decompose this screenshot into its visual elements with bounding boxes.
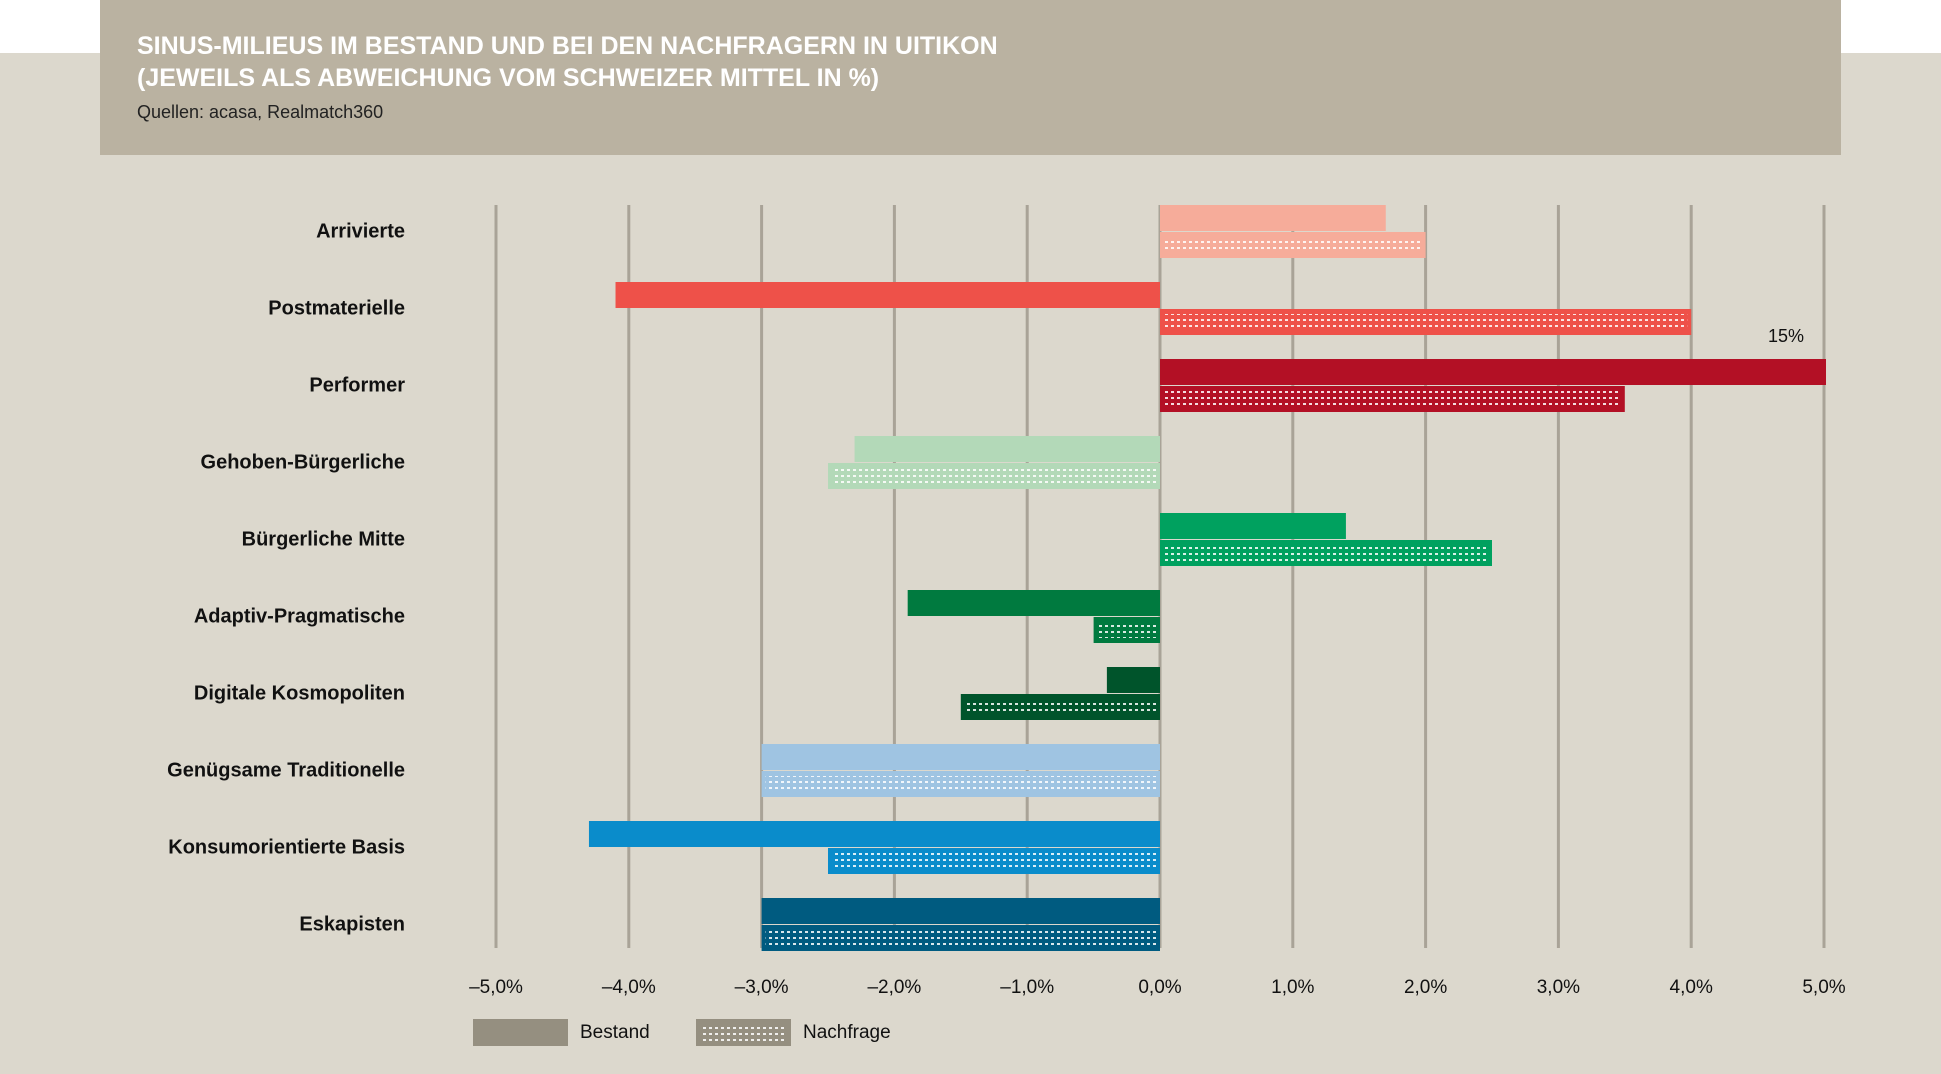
bar-pattern [964, 699, 1156, 715]
bar-pattern [1164, 314, 1688, 330]
bar-pattern [765, 776, 1156, 792]
x-tick-label: –5,0% [469, 977, 523, 998]
bar-pattern [832, 468, 1156, 484]
bar [1106, 667, 1160, 693]
bars [588, 205, 1826, 951]
bar-pattern [765, 930, 1156, 946]
x-tick-label: 0,0% [1138, 977, 1181, 998]
value-label: 15% [1768, 326, 1804, 346]
x-tick-label: –4,0% [602, 977, 656, 998]
bar-pattern [1164, 237, 1422, 253]
bar [1160, 205, 1386, 231]
bar-pattern [1164, 391, 1621, 407]
legend-swatch [473, 1019, 568, 1046]
bar-pattern [1164, 545, 1488, 561]
chart-title: SINUS-MILIEUS IM BESTAND UND BEI DEN NAC… [137, 32, 998, 60]
bar-pattern [832, 853, 1156, 869]
legend-label: Nachfrage [803, 1022, 891, 1043]
legend-pattern [700, 1024, 787, 1041]
bar [1160, 359, 1826, 385]
y-tick-label: Gehoben-Bürgerliche [201, 451, 405, 473]
chart-subtitle: Quellen: acasa, Realmatch360 [137, 102, 383, 122]
header-box [100, 0, 1841, 155]
x-tick-label: –1,0% [1000, 977, 1054, 998]
x-tick-label: –3,0% [735, 977, 789, 998]
x-tick-label: 5,0% [1802, 977, 1845, 998]
x-tick-label: 2,0% [1404, 977, 1447, 998]
x-tick-label: 3,0% [1537, 977, 1580, 998]
bar [761, 744, 1160, 770]
y-tick-label: Bürgerliche Mitte [242, 528, 405, 550]
bar [615, 282, 1160, 308]
bar-pattern [1097, 622, 1156, 638]
y-tick-label: Genügsame Traditionelle [167, 759, 405, 781]
y-tick-label: Postmaterielle [268, 297, 405, 319]
bar [1160, 513, 1346, 539]
chart-title: (JEWEILS ALS ABWEICHUNG VOM SCHWEIZER MI… [137, 64, 879, 92]
y-tick-label: Performer [309, 374, 405, 396]
y-tick-label: Eskapisten [299, 913, 405, 935]
bar [854, 436, 1160, 462]
x-tick-label: 1,0% [1271, 977, 1314, 998]
y-tick-label: Arrivierte [316, 220, 405, 242]
legend-label: Bestand [580, 1022, 650, 1043]
y-tick-label: Adaptiv-Pragmatische [194, 605, 405, 627]
x-tick-label: –2,0% [867, 977, 921, 998]
bar [761, 898, 1160, 924]
y-tick-label: Konsumorientierte Basis [168, 836, 405, 858]
bar [907, 590, 1160, 616]
bar [588, 821, 1160, 847]
x-tick-label: 4,0% [1670, 977, 1713, 998]
y-tick-label: Digitale Kosmopoliten [194, 682, 405, 704]
